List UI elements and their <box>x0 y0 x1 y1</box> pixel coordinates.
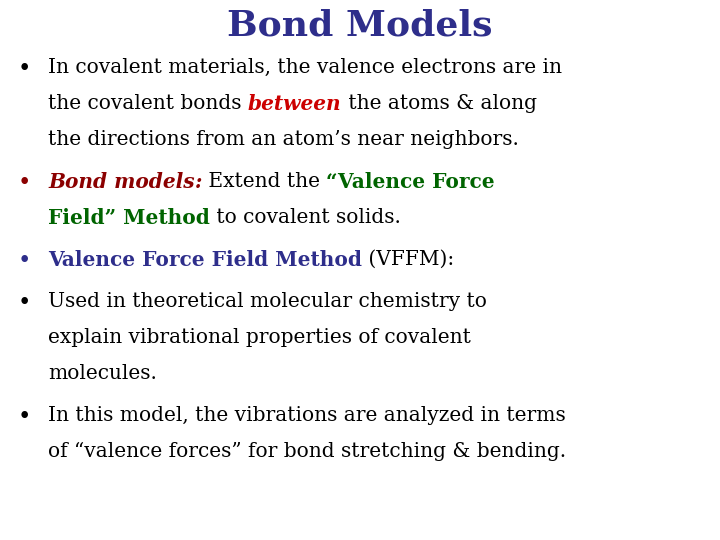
Text: “Valence Force: “Valence Force <box>326 172 495 192</box>
Text: Bond Models: Bond Models <box>228 8 492 42</box>
Text: explain vibrational properties of covalent: explain vibrational properties of covale… <box>48 328 471 347</box>
Text: the atoms & along: the atoms & along <box>341 94 536 113</box>
Text: :: : <box>194 172 202 192</box>
Text: of “valence forces” for bond stretching & bending.: of “valence forces” for bond stretching … <box>48 442 566 461</box>
Text: •: • <box>18 292 32 314</box>
Text: to covalent solids.: to covalent solids. <box>210 208 401 227</box>
Text: Extend the: Extend the <box>202 172 326 191</box>
Text: •: • <box>18 406 32 428</box>
Text: In this model, the vibrations are analyzed in terms: In this model, the vibrations are analyz… <box>48 406 566 425</box>
Text: Bond models: Bond models <box>48 172 194 192</box>
Text: molecules.: molecules. <box>48 364 157 383</box>
Text: •: • <box>18 58 32 80</box>
Text: In covalent materials, the valence electrons are in: In covalent materials, the valence elect… <box>48 58 562 77</box>
Text: •: • <box>18 172 32 194</box>
Text: Used in theoretical molecular chemistry to: Used in theoretical molecular chemistry … <box>48 292 487 311</box>
Text: •: • <box>18 250 32 272</box>
Text: Valence Force Field Method: Valence Force Field Method <box>48 250 362 270</box>
Text: the directions from an atom’s near neighbors.: the directions from an atom’s near neigh… <box>48 130 519 149</box>
Text: (VFFM):: (VFFM): <box>362 250 454 269</box>
Text: the covalent bonds: the covalent bonds <box>48 94 248 113</box>
Text: Field” Method: Field” Method <box>48 208 210 228</box>
Text: between: between <box>248 94 341 114</box>
